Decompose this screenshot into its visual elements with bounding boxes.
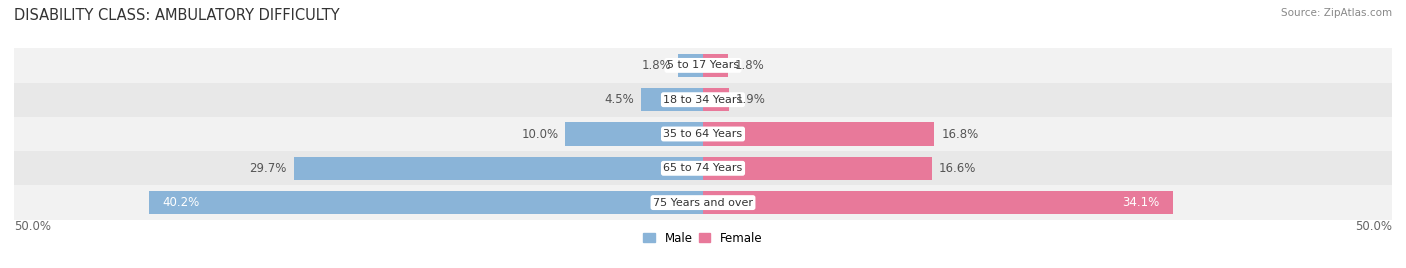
Text: DISABILITY CLASS: AMBULATORY DIFFICULTY: DISABILITY CLASS: AMBULATORY DIFFICULTY [14, 8, 340, 23]
Text: 29.7%: 29.7% [249, 162, 287, 175]
Text: 40.2%: 40.2% [163, 196, 200, 209]
Bar [703, 191, 1173, 214]
Bar [703, 122, 935, 146]
Bar [565, 122, 703, 146]
Bar [14, 117, 1392, 151]
Bar [149, 191, 703, 214]
Text: 34.1%: 34.1% [1122, 196, 1159, 209]
Bar [641, 88, 703, 111]
Text: 75 Years and over: 75 Years and over [652, 198, 754, 208]
Text: 16.6%: 16.6% [939, 162, 976, 175]
Text: 1.8%: 1.8% [735, 59, 765, 72]
Bar [14, 151, 1392, 185]
Bar [14, 48, 1392, 83]
Text: 50.0%: 50.0% [14, 221, 51, 233]
Text: 1.8%: 1.8% [641, 59, 671, 72]
Bar [294, 157, 703, 180]
Bar [14, 185, 1392, 220]
Bar [14, 83, 1392, 117]
Text: 5 to 17 Years: 5 to 17 Years [666, 60, 740, 70]
Text: 10.0%: 10.0% [522, 128, 558, 140]
Bar [678, 54, 703, 77]
Text: 4.5%: 4.5% [605, 93, 634, 106]
Text: Source: ZipAtlas.com: Source: ZipAtlas.com [1281, 8, 1392, 18]
Text: 16.8%: 16.8% [942, 128, 979, 140]
Text: 50.0%: 50.0% [1355, 221, 1392, 233]
Bar [703, 88, 730, 111]
Text: 35 to 64 Years: 35 to 64 Years [664, 129, 742, 139]
Bar [703, 54, 728, 77]
Legend: Male, Female: Male, Female [644, 232, 762, 245]
Text: 65 to 74 Years: 65 to 74 Years [664, 163, 742, 173]
Text: 18 to 34 Years: 18 to 34 Years [664, 95, 742, 105]
Text: 1.9%: 1.9% [737, 93, 766, 106]
Bar [703, 157, 932, 180]
